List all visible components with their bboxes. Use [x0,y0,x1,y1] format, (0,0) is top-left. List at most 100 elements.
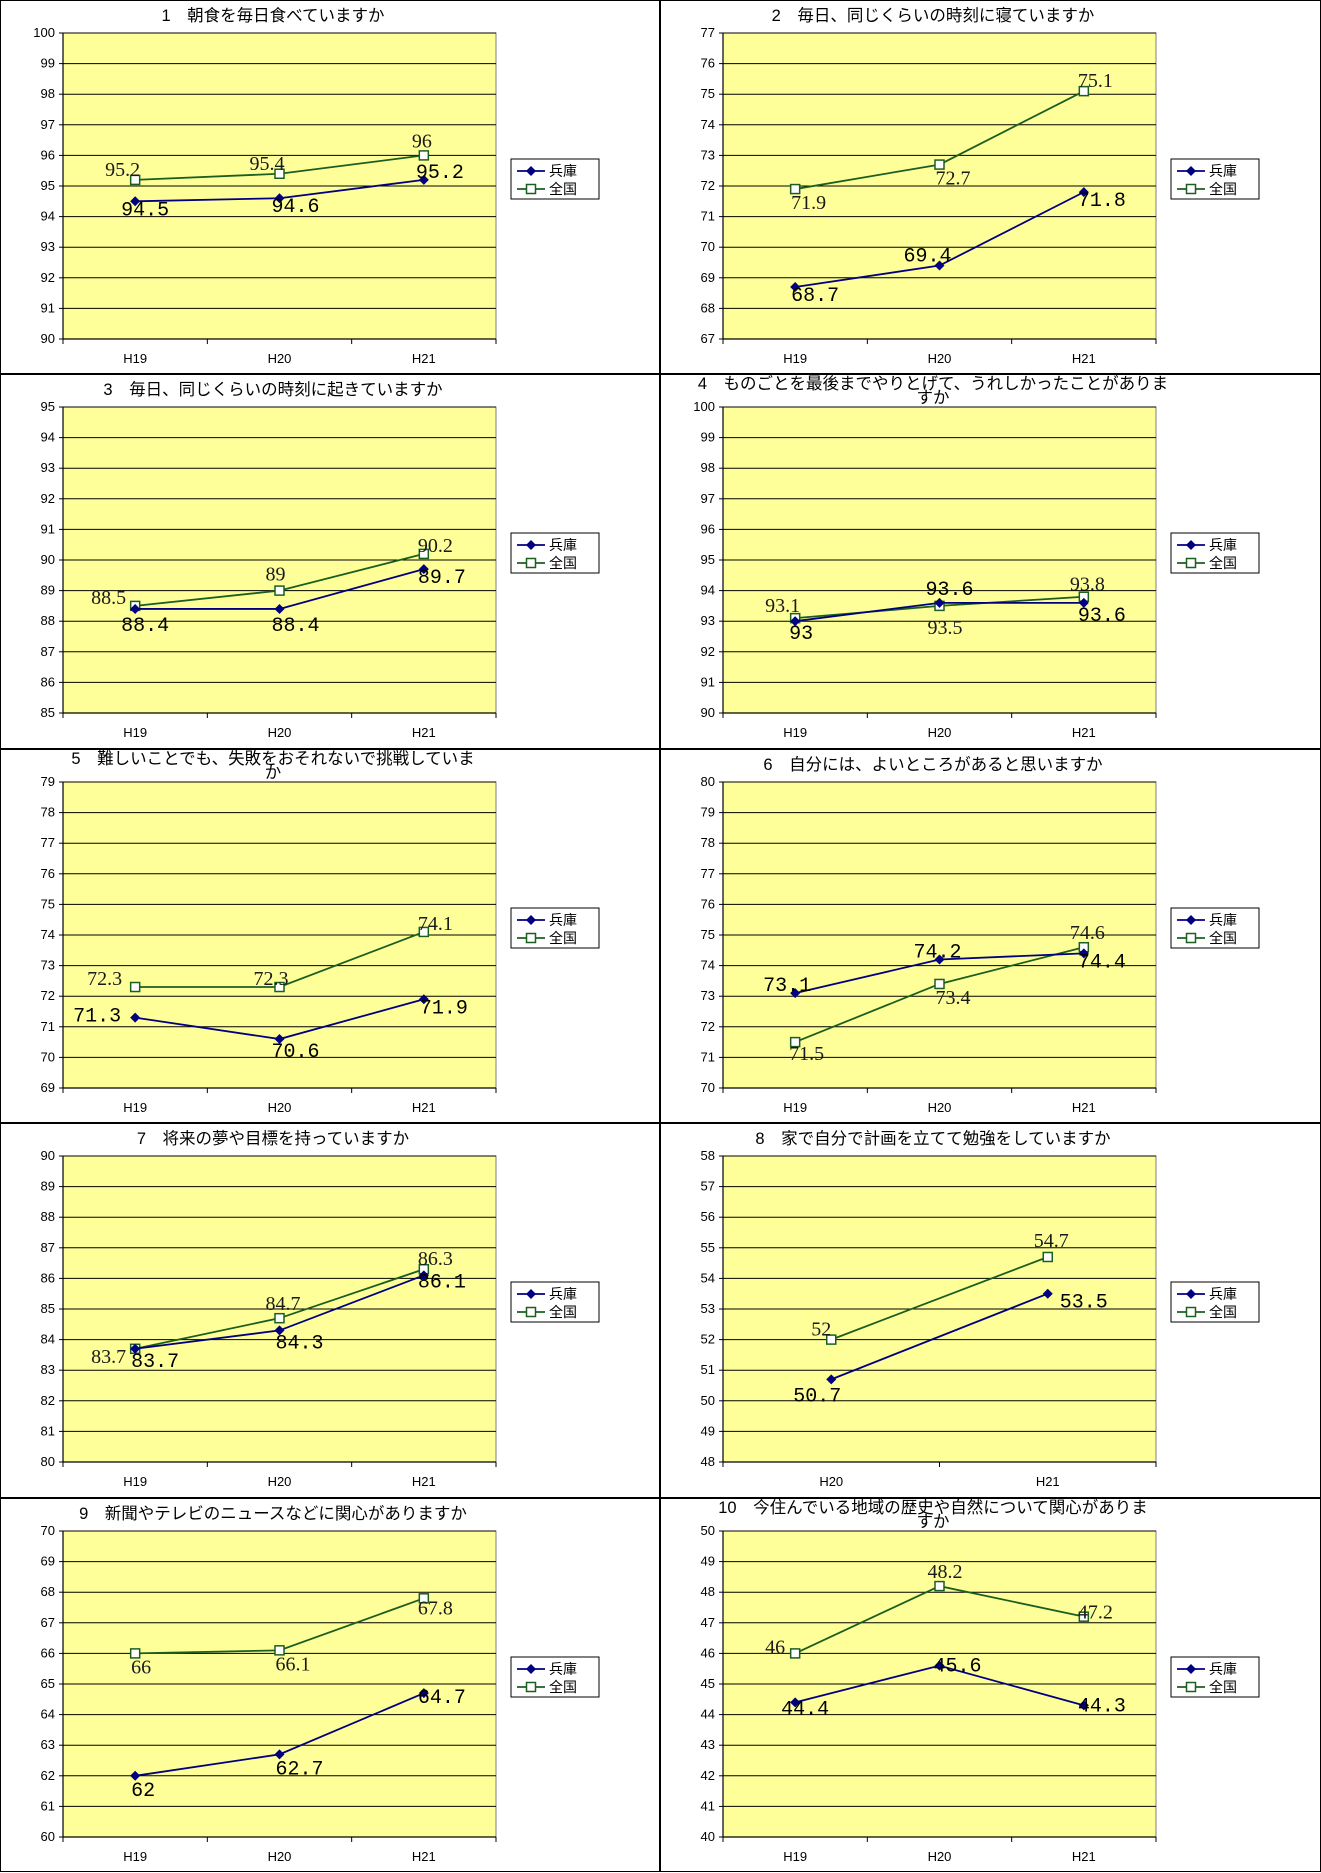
legend-marker-zenkoku [525,558,537,569]
x-tick-label: H20 [268,1849,292,1864]
y-tick-label: 72 [41,988,55,1003]
point-marker-hyogo [1042,1288,1053,1299]
x-tick-label: H19 [783,1100,807,1115]
point-marker-hyogo [418,994,429,1005]
data-label-hyogo: 95.2 [416,162,464,185]
data-label-hyogo: 62.7 [276,1758,324,1781]
data-label-zenkoku: 93.8 [1070,574,1105,596]
y-tick-label: 99 [701,430,715,445]
legend-box [510,1281,600,1323]
x-tick-label: H21 [412,1849,436,1864]
point-marker-hyogo [934,954,945,965]
point-marker-hyogo [418,564,429,575]
point-marker-zenkoku [274,1313,285,1324]
data-label-hyogo: 64.7 [418,1687,466,1710]
x-tick-label: H19 [123,351,147,366]
data-label-hyogo: 86.1 [418,1272,466,1295]
y-tick-label: 54 [701,1271,715,1286]
x-tick-label: H21 [412,1474,436,1489]
data-label-zenkoku: 48.2 [928,1561,963,1583]
legend-label-zenkoku: 全国 [549,1679,577,1695]
data-label-hyogo: 44.3 [1078,1695,1126,1718]
legend-label-zenkoku: 全国 [1209,930,1237,946]
y-tick-label: 88 [41,1209,55,1224]
data-label-zenkoku: 96 [412,130,432,152]
chart-panel-1: 1 朝食を毎日食べていますか 90 91 92 93 94 95 96 97 98 99 100 H19… [0,0,660,375]
point-marker-zenkoku [1078,1610,1090,1622]
y-tick-label: 79 [701,804,715,819]
y-tick-label: 72 [701,178,715,193]
y-tick-label: 70 [701,239,715,254]
y-tick-label: 70 [41,1049,55,1064]
x-tick-label: H21 [412,351,436,366]
legend-marker-hyogo [1186,914,1196,925]
legend-marker-hyogo [526,1289,536,1300]
chart-panel-5: 5 難しいことでも、失敗をおそれないで挑戦していまか 69 70 71 72 73 74 75… [0,748,660,1124]
point-marker-hyogo [130,196,141,207]
y-tick-label: 81 [41,1424,55,1439]
y-tick-label: 41 [701,1798,715,1813]
y-tick-label: 94 [41,209,55,224]
chart-svg: 9 新聞やテレビのニュースなどに関心がありますか 60 61 62 63 64 65 66 67… [41,1504,600,1864]
y-tick-label: 80 [41,1454,55,1469]
x-tick-label: H19 [783,1849,807,1864]
legend-marker-hyogo [526,1663,536,1674]
legend-box [1170,532,1260,574]
legend-label-hyogo: 兵庫 [1209,1661,1237,1677]
y-tick-label: 74 [701,117,715,132]
chart-title: 10 今住んでいる地域の歴史や自然について関心がありま [718,1499,1148,1517]
legend-label-hyogo: 兵庫 [549,1286,577,1302]
data-label-hyogo: 71.9 [420,997,468,1020]
y-tick-label: 86 [41,1271,55,1286]
y-tick-label: 48 [701,1584,715,1599]
data-label-hyogo: 71.8 [1078,190,1126,213]
y-tick-label: 80 [701,774,715,789]
y-tick-label: 97 [701,491,715,506]
point-marker-zenkoku [274,981,285,993]
x-tick-label: H19 [123,1100,147,1115]
point-marker-hyogo [790,1696,801,1707]
y-tick-label: 94 [701,583,715,598]
data-label-zenkoku: 86.3 [418,1248,453,1270]
y-tick-label: 95 [701,552,715,567]
point-marker-zenkoku [129,174,141,186]
point-marker-hyogo [274,1325,285,1336]
y-tick-label: 84 [41,1332,55,1347]
data-label-zenkoku: 72.3 [254,968,289,990]
legend-label-hyogo: 兵庫 [1209,537,1237,553]
y-tick-label: 87 [41,1240,55,1255]
y-tick-label: 76 [701,56,715,71]
data-label-zenkoku: 67.8 [418,1597,453,1619]
chart-panel-4: 4 ものごとを最後までやりとげて、うれしかったことがありま すか 90 91 92 93 9… [660,374,1321,749]
y-tick-label: 98 [701,461,715,476]
point-marker-hyogo [274,1033,285,1044]
legend-marker-hyogo [1186,1663,1196,1674]
y-tick-label: 69 [41,1553,55,1568]
y-tick-label: 73 [701,147,715,162]
legend-marker-hyogo [1186,1289,1196,1300]
y-tick-label: 49 [701,1553,715,1568]
y-tick-label: 76 [41,866,55,881]
data-label-zenkoku: 52 [811,1319,831,1341]
legend-marker-zenkoku [1185,183,1197,195]
point-marker-hyogo [274,604,285,615]
chart-svg: 1 朝食を毎日食べていますか 90 91 92 93 94 95 96 97 98 99 100 H19… [33,6,600,366]
legend-marker-zenkoku [525,932,537,944]
legend-marker-zenkoku [525,1306,537,1318]
x-tick-label: H20 [268,725,292,740]
y-tick-label: 91 [701,675,715,690]
data-label-zenkoku: 73.4 [936,987,971,1009]
y-tick-label: 60 [41,1829,55,1844]
chart-title: 3 毎日、同じくらいの時刻に起きていますか [103,380,442,399]
x-tick-label: H21 [1036,1474,1060,1489]
legend-label-zenkoku: 全国 [549,181,577,197]
data-label-hyogo: 62 [131,1779,155,1802]
x-tick-label: H20 [819,1474,843,1489]
x-tick-label: H21 [1072,1100,1096,1115]
legend-label-hyogo: 兵庫 [549,912,577,928]
y-tick-label: 98 [41,86,55,101]
point-marker-zenkoku [418,926,430,937]
y-tick-label: 57 [701,1179,715,1194]
y-tick-label: 55 [701,1240,715,1255]
